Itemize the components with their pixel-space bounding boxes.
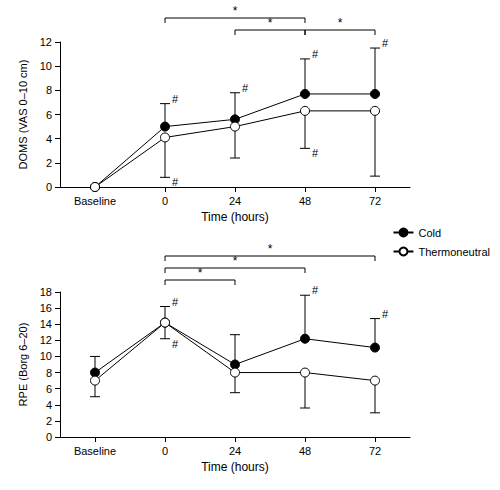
svg-text:Baseline: Baseline bbox=[74, 195, 116, 207]
svg-text:2: 2 bbox=[46, 415, 52, 427]
svg-text:0: 0 bbox=[162, 445, 168, 457]
svg-text:Time (hours): Time (hours) bbox=[201, 460, 269, 474]
svg-text:8: 8 bbox=[46, 367, 52, 379]
svg-text:72: 72 bbox=[369, 445, 381, 457]
svg-text:12: 12 bbox=[40, 334, 52, 346]
svg-text:#: # bbox=[382, 37, 389, 49]
svg-text:24: 24 bbox=[229, 445, 241, 457]
svg-text:RPE (Borg 6–20): RPE (Borg 6–20) bbox=[17, 323, 29, 407]
svg-text:#: # bbox=[242, 82, 249, 94]
svg-text:4: 4 bbox=[46, 133, 52, 145]
svg-text:*: * bbox=[268, 16, 273, 30]
svg-text:72: 72 bbox=[369, 195, 381, 207]
svg-text:10: 10 bbox=[40, 60, 52, 72]
svg-text:Cold: Cold bbox=[418, 227, 441, 239]
svg-text:Time (hours): Time (hours) bbox=[201, 210, 269, 224]
svg-text:10: 10 bbox=[40, 350, 52, 362]
svg-text:Thermoneutral: Thermoneutral bbox=[418, 246, 490, 258]
svg-text:0: 0 bbox=[46, 431, 52, 443]
svg-text:6: 6 bbox=[46, 109, 52, 121]
svg-text:*: * bbox=[233, 4, 238, 18]
svg-text:#: # bbox=[312, 147, 319, 159]
svg-text:2: 2 bbox=[46, 157, 52, 169]
svg-text:#: # bbox=[172, 296, 179, 308]
svg-text:4: 4 bbox=[46, 399, 52, 411]
svg-text:48: 48 bbox=[299, 445, 311, 457]
svg-text:0: 0 bbox=[46, 181, 52, 193]
svg-text:14: 14 bbox=[40, 318, 52, 330]
svg-text:#: # bbox=[172, 338, 179, 350]
svg-text:18: 18 bbox=[40, 286, 52, 298]
svg-text:6: 6 bbox=[46, 383, 52, 395]
svg-text:*: * bbox=[268, 242, 273, 256]
svg-text:#: # bbox=[172, 93, 179, 105]
svg-text:DOMS (VAS 0–10 cm): DOMS (VAS 0–10 cm) bbox=[17, 60, 29, 170]
svg-text:#: # bbox=[312, 284, 319, 296]
svg-text:#: # bbox=[312, 48, 319, 60]
svg-text:*: * bbox=[338, 16, 343, 30]
svg-text:#: # bbox=[382, 308, 389, 320]
svg-text:Baseline: Baseline bbox=[74, 445, 116, 457]
svg-text:12: 12 bbox=[40, 36, 52, 48]
svg-text:0: 0 bbox=[162, 195, 168, 207]
svg-text:48: 48 bbox=[299, 195, 311, 207]
svg-text:8: 8 bbox=[46, 84, 52, 96]
svg-text:#: # bbox=[172, 176, 179, 188]
svg-text:16: 16 bbox=[40, 302, 52, 314]
svg-text:24: 24 bbox=[229, 195, 241, 207]
